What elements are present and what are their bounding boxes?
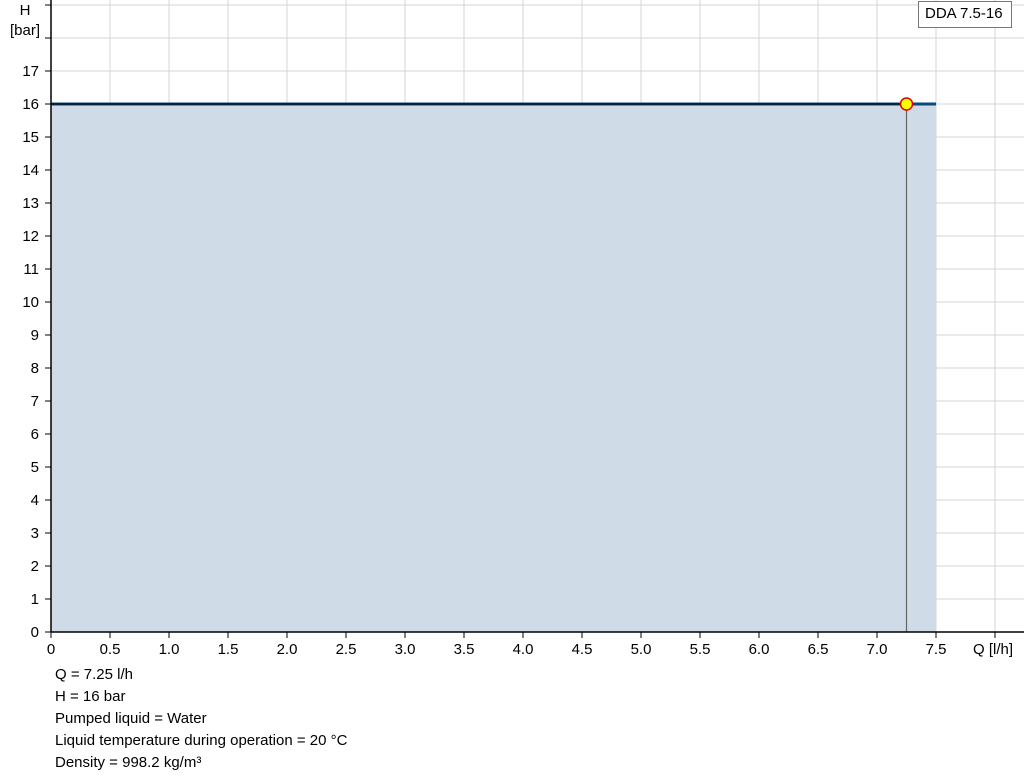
operating-area bbox=[51, 104, 936, 632]
x-tick-label: 4.5 bbox=[572, 641, 593, 658]
y-axis-unit: [bar] bbox=[10, 22, 40, 39]
legend-label: DDA 7.5-16 bbox=[925, 5, 1003, 22]
x-axis-label: Q [l/h] bbox=[973, 641, 1013, 658]
x-tick-label: 2.5 bbox=[336, 641, 357, 658]
x-tick-label: 0 bbox=[47, 641, 55, 658]
y-tick-label: 1 bbox=[31, 591, 39, 608]
info-flow: Q = 7.25 l/h bbox=[55, 666, 133, 683]
y-tick-label: 6 bbox=[31, 426, 39, 443]
info-density: Density = 998.2 kg/m³ bbox=[55, 754, 202, 771]
y-tick-label: 17 bbox=[22, 63, 39, 80]
x-tick-label: 7.0 bbox=[867, 641, 888, 658]
y-tick-label: 9 bbox=[31, 327, 39, 344]
x-tick-label: 3.5 bbox=[454, 641, 475, 658]
x-tick-label: 1.5 bbox=[218, 641, 239, 658]
y-tick-label: 13 bbox=[22, 195, 39, 212]
y-tick-label: 3 bbox=[31, 525, 39, 542]
x-tick-label: 6.5 bbox=[808, 641, 829, 658]
info-liquid: Pumped liquid = Water bbox=[55, 710, 207, 727]
y-tick-label: 16 bbox=[22, 96, 39, 113]
y-tick-label: 5 bbox=[31, 459, 39, 476]
y-tick-label: 4 bbox=[31, 492, 39, 509]
x-tick-label: 4.0 bbox=[513, 641, 534, 658]
x-tick-label: 6.0 bbox=[749, 641, 770, 658]
x-tick-label: 7.5 bbox=[926, 641, 947, 658]
legend: DDA 7.5-16 bbox=[918, 1, 1012, 28]
x-tick-label: 3.0 bbox=[395, 641, 416, 658]
y-tick-label: 7 bbox=[31, 393, 39, 410]
info-temperature: Liquid temperature during operation = 20… bbox=[55, 732, 348, 749]
y-tick-label: 10 bbox=[22, 294, 39, 311]
y-tick-label: 8 bbox=[31, 360, 39, 377]
y-tick-label: 2 bbox=[31, 558, 39, 575]
info-head: H = 16 bar bbox=[55, 688, 126, 705]
y-tick-label: 11 bbox=[23, 261, 39, 278]
y-tick-label: 0 bbox=[31, 624, 39, 641]
y-tick-label: 12 bbox=[22, 228, 39, 245]
operating-info: Q = 7.25 l/h H = 16 bar Pumped liquid = … bbox=[55, 664, 347, 774]
x-tick-label: 5.0 bbox=[631, 641, 652, 658]
x-tick-label: 0.5 bbox=[100, 641, 121, 658]
y-axis-label: H bbox=[20, 2, 31, 19]
x-tick-label: 2.0 bbox=[277, 641, 298, 658]
y-tick-label: 14 bbox=[22, 162, 39, 179]
y-tick-label: 15 bbox=[22, 129, 39, 146]
duty-point-marker bbox=[899, 97, 914, 111]
x-tick-label: 1.0 bbox=[159, 641, 180, 658]
x-tick-label: 5.5 bbox=[690, 641, 711, 658]
